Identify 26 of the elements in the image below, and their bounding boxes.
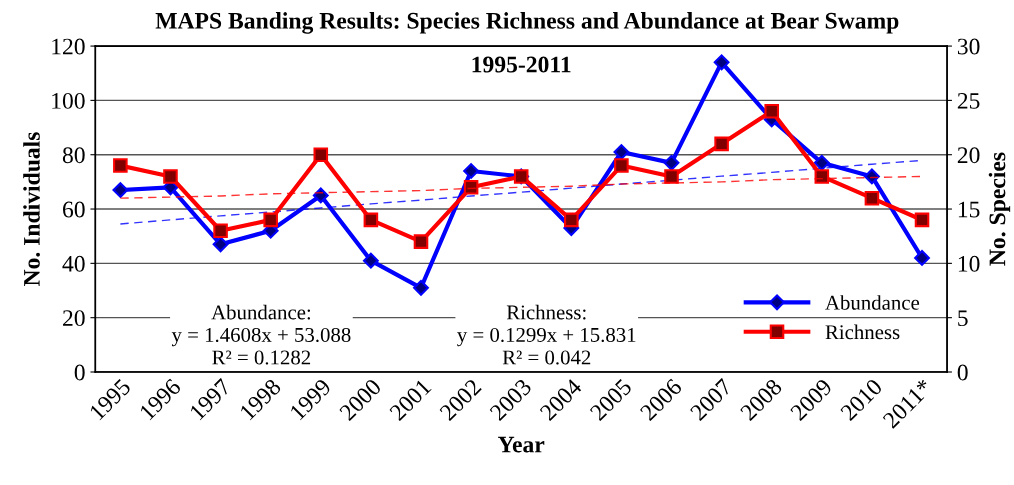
x-tick-label: 2001 bbox=[388, 378, 432, 422]
x-axis-title: Year bbox=[498, 436, 545, 453]
y-tick-label: 80 bbox=[62, 147, 85, 164]
annotation: Abundance: y = 1.4608x + 53.088 R² = 0.1282 bbox=[171, 304, 351, 365]
y2-tick-label: 30 bbox=[957, 38, 980, 55]
y2-tick-label: 5 bbox=[958, 310, 968, 327]
x-tick-label: 1998 bbox=[239, 377, 282, 421]
y-tick-label: 0 bbox=[74, 364, 85, 381]
y-tick-label: 120 bbox=[52, 38, 85, 55]
y2-tick-label: 10 bbox=[958, 255, 980, 272]
y2-tick-label: 20 bbox=[957, 147, 980, 164]
y2-axis-title: No. Species bbox=[988, 152, 1011, 266]
y2-tick-label: 0 bbox=[957, 364, 968, 381]
x-tick-label: 1999 bbox=[289, 378, 332, 421]
y-tick-label: 40 bbox=[62, 255, 85, 272]
y2-tick-label: 25 bbox=[957, 92, 980, 109]
chart-subtitle: 1995-2011 bbox=[472, 56, 571, 73]
chart-title: MAPS Banding Results: Species Richness and Abundance at Bear Swamp bbox=[155, 12, 899, 34]
y-axis-title: No. Individuals bbox=[23, 132, 40, 287]
y-tick-label: 20 bbox=[63, 310, 85, 327]
legend-label: Abundance bbox=[825, 295, 920, 310]
y-tick-label: 60 bbox=[63, 201, 85, 218]
y2-tick-label: 15 bbox=[958, 201, 980, 218]
y-tick-label: 100 bbox=[52, 92, 85, 109]
annotation: Richness: y = 0.1299x + 15.831 R² = 0.042 bbox=[457, 304, 636, 365]
legend-label: Richness bbox=[825, 324, 900, 340]
